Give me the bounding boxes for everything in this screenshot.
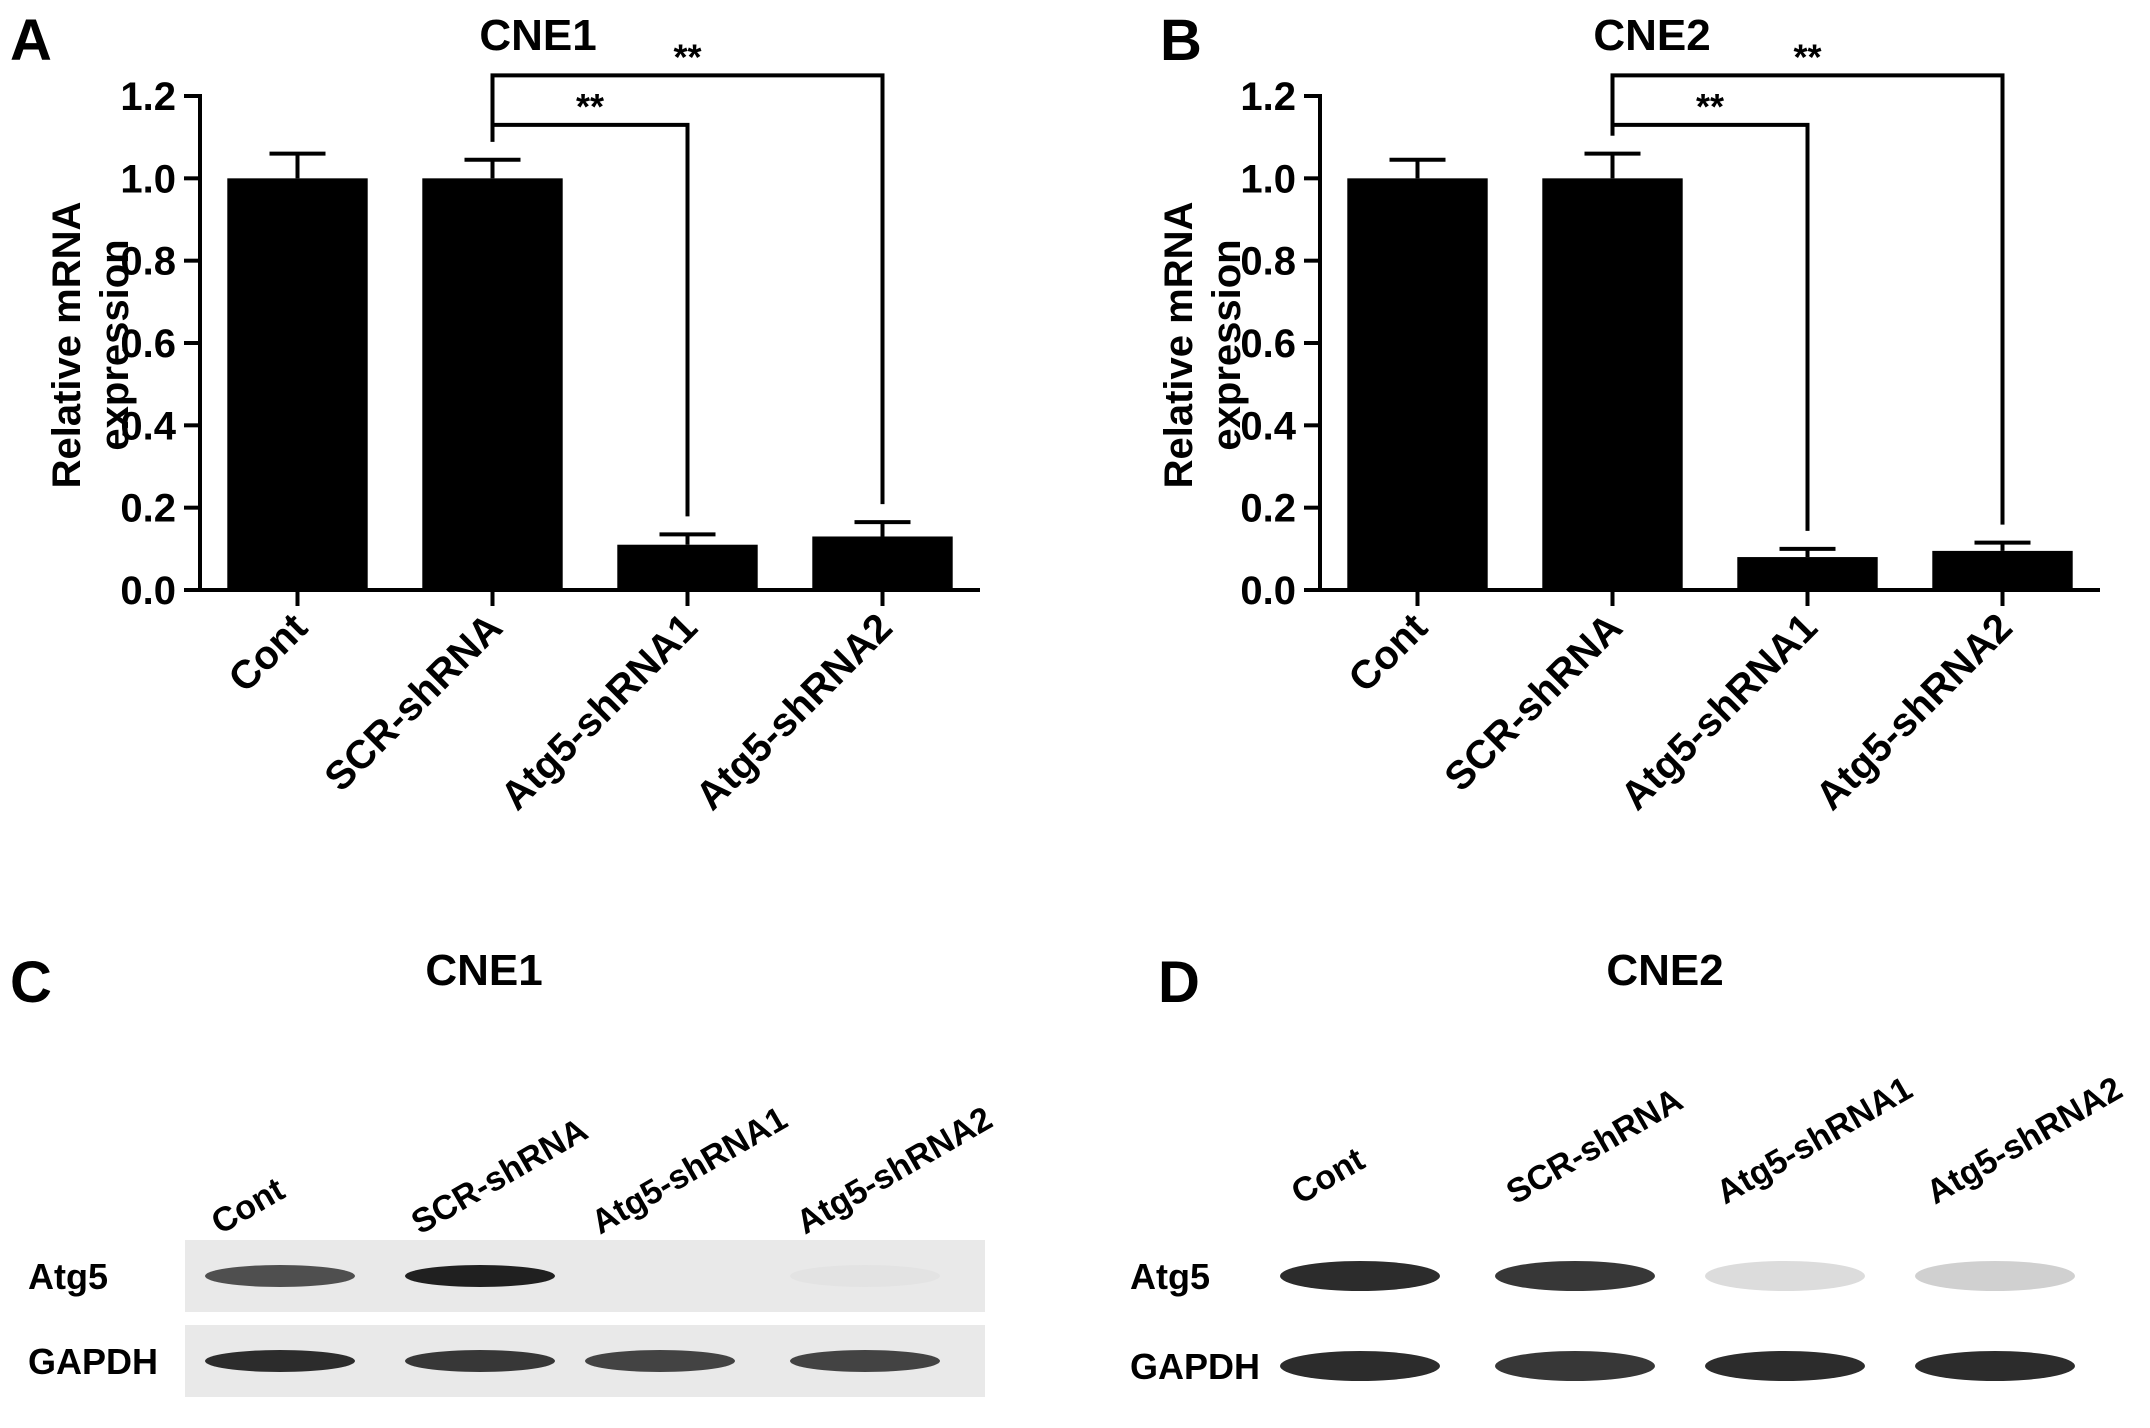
y-axis-label-line1: Relative mRNA [45, 202, 89, 489]
x-tick-label: SCR-shRNA [316, 605, 511, 800]
lane-label: Atg5-shRNA2 [1920, 1069, 2129, 1211]
lane-label: Atg5-shRNA2 [790, 1099, 999, 1241]
significance-label: ** [1696, 86, 1724, 127]
panel-letter-d: D [1158, 950, 1200, 1015]
blot-band [205, 1350, 355, 1372]
chart-title-cne2: CNE2 [1593, 11, 1710, 60]
lane-label: Atg5-shRNA1 [585, 1099, 794, 1241]
panel-letter-c: C [10, 950, 52, 1015]
bar [1542, 178, 1683, 591]
y-tick-label: 0.8 [120, 240, 176, 284]
y-tick-label: 0.0 [1240, 569, 1296, 613]
blot-row-label: GAPDH [1130, 1346, 1260, 1387]
x-tick-label: Atg5-shRNA2 [1807, 605, 2020, 818]
x-tick-label: Cont [220, 605, 316, 701]
bar [227, 178, 368, 591]
blot-title-cne1: CNE1 [425, 946, 542, 995]
significance-bracket [490, 73, 885, 505]
lane-label: SCR-shRNA [405, 1111, 594, 1242]
panel-letter-a: A [10, 8, 52, 73]
y-tick-label: 0.6 [120, 322, 176, 366]
bar [422, 178, 563, 591]
western-blot-cne2: D CNE2 Cont SCR-shRNA Atg5-shRNA1 Atg5-shRN… [1130, 946, 2129, 1387]
blot-band [1915, 1351, 2075, 1381]
panel-letter-b: B [1160, 8, 1202, 73]
y-tick-label: 0.0 [120, 569, 176, 613]
bar [617, 544, 758, 590]
y-tick-label: 0.2 [120, 487, 176, 531]
x-tick-label: Atg5-shRNA2 [687, 605, 900, 818]
blot-band [1495, 1351, 1655, 1381]
blot-band [1280, 1261, 1440, 1291]
y-tick-label: 1.0 [1240, 157, 1296, 201]
bar [1347, 178, 1488, 591]
blot-band [790, 1265, 940, 1287]
blot-band [405, 1265, 555, 1287]
significance-bracket [1610, 73, 2005, 525]
significance-label: ** [673, 36, 701, 77]
bar [812, 536, 953, 590]
western-blot-cne1: C CNE1 Cont SCR-shRNAAtg5-shRNA1Atg5-shRN… [10, 946, 999, 1397]
x-tick-label: SCR-shRNA [1436, 605, 1631, 800]
bar-chart-cne1: CNE1 Relative mRNA expression 0.0 0.2 0.4 0… [45, 11, 980, 819]
bar-chart-cne2: CNE2 Relative mRNA expression 0.0 0.2 0.4 0… [1157, 11, 2100, 819]
blot-row-label: Atg5 [1130, 1256, 1210, 1297]
blot-band [405, 1350, 555, 1372]
y-axis-label-line1: Relative mRNA [1157, 202, 1201, 489]
blot-band [1705, 1351, 1865, 1381]
y-tick-label: 1.2 [120, 75, 176, 119]
x-tick-label: Atg5-shRNA1 [1612, 605, 1825, 818]
blot-band [1280, 1351, 1440, 1381]
y-tick-label: 0.8 [1240, 240, 1296, 284]
significance-label: ** [576, 86, 604, 127]
y-tick-label: 0.4 [120, 404, 176, 448]
blot-band [1915, 1261, 2075, 1291]
blot-row-label: GAPDH [28, 1341, 158, 1382]
chart-title-cne1: CNE1 [479, 11, 596, 60]
x-tick-label: Atg5-shRNA1 [492, 605, 705, 818]
blot-band [790, 1350, 940, 1372]
lane-label: Atg5-shRNA1 [1710, 1069, 1919, 1211]
blot-row-label: Atg5 [28, 1256, 108, 1297]
blot-band [1495, 1261, 1655, 1291]
y-tick-label: 1.2 [1240, 75, 1296, 119]
x-tick-label: Cont [1340, 605, 1436, 701]
blot-band [205, 1265, 355, 1287]
lane-label: SCR-shRNA [1500, 1081, 1689, 1212]
y-axis-label-line2: expression [1205, 239, 1249, 450]
y-tick-label: 0.4 [1240, 404, 1296, 448]
lane-label: Cont [1285, 1140, 1371, 1212]
lane-label: Cont [205, 1170, 291, 1242]
y-tick-label: 1.0 [120, 157, 176, 201]
blot-band [1705, 1261, 1865, 1291]
blot-title-cne2: CNE2 [1606, 946, 1723, 995]
y-tick-label: 0.2 [1240, 487, 1296, 531]
y-axis-label-line2: expression [93, 239, 137, 450]
blot-band [585, 1350, 735, 1372]
bar [1932, 550, 2073, 590]
y-tick-label: 0.6 [1240, 322, 1296, 366]
significance-label: ** [1793, 36, 1821, 77]
bar [1737, 557, 1878, 590]
